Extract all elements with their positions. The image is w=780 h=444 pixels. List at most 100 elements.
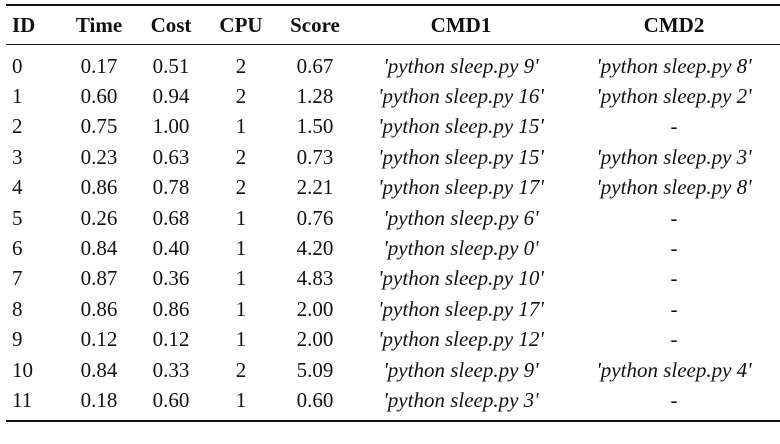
cell-score: 2.00	[296, 296, 334, 321]
cell-time: 0.12	[80, 327, 118, 352]
results-table-container: ID Time Cost CPU Score CMD1 CMD2 0 0.17 0.…	[6, 4, 780, 422]
cell-time: 0.75	[80, 114, 118, 139]
cell-time: 0.84	[80, 236, 118, 261]
cell-cmd1: 'python sleep.py 17'	[378, 296, 544, 321]
cell-cost: 0.40	[152, 236, 190, 261]
table-row: 0 0.17 0.51 2 0.67 'python sleep.py 9' 'python…	[6, 45, 780, 82]
cell-cmd1: 'python sleep.py 15'	[378, 144, 544, 169]
cell-id: 11	[12, 387, 33, 412]
table-row: 3 0.23 0.63 2 0.73 'python sleep.py 15' 'pytho…	[6, 142, 780, 172]
cell-score: 2.00	[296, 327, 334, 352]
cell-cmd1: 'python sleep.py 16'	[378, 84, 544, 109]
cell-cost: 0.33	[152, 357, 190, 382]
cell-cmd1: 'python sleep.py 15'	[378, 114, 544, 139]
cell-cmd2: -	[670, 296, 678, 321]
cell-time: 0.87	[80, 266, 118, 291]
cell-time: 0.17	[80, 53, 118, 78]
cell-score: 4.83	[296, 266, 334, 291]
cell-id: 7	[12, 266, 23, 291]
cell-cmd2: -	[670, 266, 678, 291]
header-id: ID	[12, 12, 36, 37]
cell-time: 0.26	[80, 205, 118, 230]
cell-cost: 1.00	[152, 114, 190, 139]
cell-cost: 0.36	[152, 266, 190, 291]
cell-time: 0.60	[80, 84, 118, 109]
cell-time: 0.23	[80, 144, 118, 169]
cell-cmd1: 'python sleep.py 6'	[383, 205, 539, 230]
cell-score: 0.67	[296, 53, 334, 78]
cell-cmd2: -	[670, 236, 678, 261]
cell-cost: 0.63	[152, 144, 190, 169]
header-cpu: CPU	[219, 12, 263, 37]
table-row: 5 0.26 0.68 1 0.76 'python sleep.py 6' -	[6, 203, 780, 233]
cell-cmd1: 'python sleep.py 9'	[383, 357, 539, 382]
cell-time: 0.86	[80, 296, 118, 321]
cell-time: 0.86	[80, 175, 118, 200]
cell-cmd2: -	[670, 205, 678, 230]
cell-cmd1: 'python sleep.py 12'	[378, 327, 544, 352]
cell-id: 6	[12, 236, 23, 261]
cell-cmd1: 'python sleep.py 17'	[378, 175, 544, 200]
cell-cost: 0.78	[152, 175, 190, 200]
cell-cpu: 2	[235, 357, 247, 382]
table-row: 4 0.86 0.78 2 2.21 'python sleep.py 17' 'pytho…	[6, 173, 780, 203]
table-body: 0 0.17 0.51 2 0.67 'python sleep.py 9' 'python…	[6, 45, 780, 421]
cell-cost: 0.12	[152, 327, 190, 352]
cell-id: 8	[12, 296, 23, 321]
cell-time: 0.18	[80, 387, 118, 412]
cell-score: 0.73	[296, 144, 334, 169]
cell-cmd2: 'python sleep.py 3'	[596, 144, 752, 169]
cell-cmd1: 'python sleep.py 0'	[383, 236, 539, 261]
cell-cmd2: -	[670, 114, 678, 139]
table-header: ID Time Cost CPU Score CMD1 CMD2	[6, 5, 780, 45]
cell-cost: 0.94	[152, 84, 190, 109]
table-row: 10 0.84 0.33 2 5.09 'python sleep.py 9' 'pytho…	[6, 355, 780, 385]
cell-cpu: 2	[235, 144, 247, 169]
cell-cmd2: -	[670, 327, 678, 352]
cell-cpu: 1	[235, 236, 247, 261]
cell-cpu: 1	[235, 205, 247, 230]
cell-cpu: 1	[235, 296, 247, 321]
header-cmd2: CMD2	[643, 12, 705, 37]
cell-cmd1: 'python sleep.py 10'	[378, 266, 544, 291]
table-row: 9 0.12 0.12 1 2.00 'python sleep.py 12' -	[6, 325, 780, 355]
results-table: ID Time Cost CPU Score CMD1 CMD2 0 0.17 0.…	[6, 4, 780, 422]
cell-cmd1: 'python sleep.py 3'	[383, 387, 539, 412]
cell-cpu: 1	[235, 387, 247, 412]
cell-id: 9	[12, 327, 23, 352]
header-row: ID Time Cost CPU Score CMD1 CMD2	[6, 5, 780, 45]
header-score: Score	[290, 12, 340, 37]
cell-cpu: 1	[235, 114, 247, 139]
cell-cmd2: 'python sleep.py 2'	[596, 84, 752, 109]
cell-id: 5	[12, 205, 23, 230]
cell-score: 0.60	[296, 387, 334, 412]
cell-cmd2: 'python sleep.py 8'	[596, 175, 752, 200]
cell-score: 0.76	[296, 205, 334, 230]
cell-cpu: 2	[235, 84, 247, 109]
cell-cost: 0.51	[152, 53, 190, 78]
header-cost: Cost	[150, 12, 192, 37]
cell-id: 10	[12, 357, 33, 382]
cell-id: 0	[12, 53, 23, 78]
cell-id: 2	[12, 114, 23, 139]
cell-score: 4.20	[296, 236, 334, 261]
cell-cmd1: 'python sleep.py 9'	[383, 53, 539, 78]
cell-cpu: 1	[235, 327, 247, 352]
cell-score: 1.50	[296, 114, 334, 139]
cell-cpu: 2	[235, 53, 247, 78]
cell-time: 0.84	[80, 357, 118, 382]
table-row: 7 0.87 0.36 1 4.83 'python sleep.py 10' -	[6, 264, 780, 294]
cell-cpu: 2	[235, 175, 247, 200]
table-row: 6 0.84 0.40 1 4.20 'python sleep.py 0' -	[6, 233, 780, 263]
table-row: 11 0.18 0.60 1 0.60 'python sleep.py 3' -	[6, 385, 780, 421]
cell-cost: 0.68	[152, 205, 190, 230]
header-cmd1: CMD1	[430, 12, 492, 37]
table-row: 2 0.75 1.00 1 1.50 'python sleep.py 15' -	[6, 112, 780, 142]
cell-id: 3	[12, 144, 23, 169]
cell-score: 5.09	[296, 357, 334, 382]
cell-cpu: 1	[235, 266, 247, 291]
cell-cost: 0.86	[152, 296, 190, 321]
cell-cmd2: 'python sleep.py 8'	[596, 53, 752, 78]
cell-score: 1.28	[296, 84, 334, 109]
cell-cost: 0.60	[152, 387, 190, 412]
